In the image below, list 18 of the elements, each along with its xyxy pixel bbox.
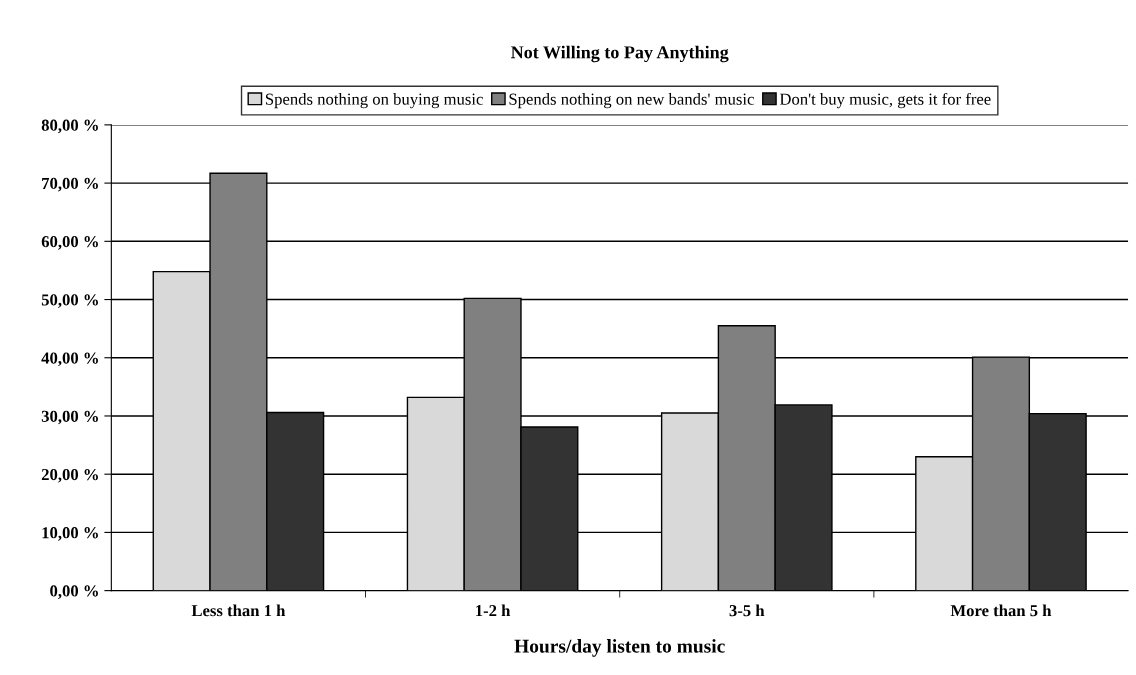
y-tick-label: 20,00 % [41,468,98,483]
x-axis-title: Hours/day listen to music [514,639,725,657]
x-tick-label: 3-5 h [729,604,765,617]
y-tick-label: 50,00 % [41,294,98,308]
y-tick-label: 60,00 % [41,236,98,250]
x-tick-label: More than 5 h [950,604,1052,617]
y-tick-label: 30,00 % [41,410,98,425]
legend-label: Spends nothing on buying music [265,93,483,109]
y-tick-label: 80,00 % [41,119,98,134]
y-tick-label: 0,00 % [50,585,98,599]
chart-title: Not Willing to Pay Anything [511,45,729,63]
legend-label: Spends nothing on new bands' music [509,93,754,109]
y-tick-label: 40,00 % [41,352,98,367]
legend-label: Don't buy music, gets it for free [779,92,991,109]
y-tick-label: 10,00 % [42,527,98,541]
x-tick-label: 1-2 h [476,604,511,617]
y-tick-label: 70,00 % [42,177,98,192]
x-tick-label: Less than 1 h [191,604,286,617]
